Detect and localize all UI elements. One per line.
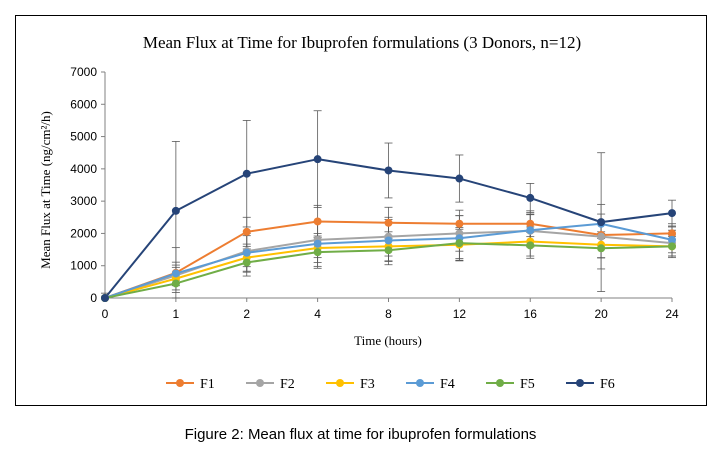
data-point-F5 <box>668 242 676 251</box>
x-tick-label: 12 <box>453 307 467 321</box>
legend-swatch-marker <box>416 379 424 387</box>
chart-title: Mean Flux at Time for Ibuprofen formulat… <box>143 33 581 52</box>
data-point-F6 <box>171 206 180 215</box>
data-point-F4 <box>526 226 535 235</box>
data-point-F5 <box>455 239 464 248</box>
x-tick-label: 0 <box>102 307 109 321</box>
data-point-F1 <box>455 219 464 228</box>
legend-item-F1: F1 <box>166 377 215 392</box>
y-tick-label: 3000 <box>70 194 97 208</box>
data-point-F1 <box>384 218 393 227</box>
legend-label: F3 <box>360 377 375 392</box>
legend-swatch-marker <box>336 379 344 387</box>
y-tick-label: 5000 <box>70 130 97 144</box>
data-point-F5 <box>313 248 322 257</box>
x-tick-label: 4 <box>314 307 321 321</box>
data-point-F6 <box>668 209 676 218</box>
data-point-F6 <box>101 294 109 302</box>
legend-item-F3: F3 <box>326 377 375 392</box>
data-point-F4 <box>668 235 676 244</box>
data-point-F1 <box>526 219 535 228</box>
data-point-F6 <box>242 169 251 178</box>
data-point-F6 <box>313 155 322 164</box>
data-point-F5 <box>171 279 180 288</box>
legend-item-F6: F6 <box>566 377 615 392</box>
legend-label: F6 <box>600 377 615 392</box>
data-point-F6 <box>597 218 606 227</box>
legend: F1 F2 F3 F4 F5 F6 <box>166 377 615 392</box>
x-tick-label: 24 <box>665 307 679 321</box>
data-point-F6 <box>526 193 535 202</box>
data-point-F4 <box>384 236 393 245</box>
legend-label: F4 <box>440 377 455 392</box>
figure-caption: Figure 2: Mean flux at time for ibuprofe… <box>184 426 537 443</box>
x-axis-label: Time (hours) <box>354 333 422 348</box>
y-tick-label: 1000 <box>70 259 97 273</box>
legend-swatch-marker <box>496 379 504 387</box>
data-point-F1 <box>668 229 676 238</box>
data-point-F5 <box>384 246 393 255</box>
y-tick-label: 4000 <box>70 162 97 176</box>
data-point-F1 <box>242 227 251 236</box>
data-point-F5 <box>242 258 251 267</box>
chart-frame: Mean Flux at Time for Ibuprofen formulat… <box>15 15 707 406</box>
x-tick-label: 1 <box>173 307 180 321</box>
data-point-F6 <box>384 166 393 175</box>
y-tick-label: 2000 <box>70 226 97 240</box>
data-point-F5 <box>597 244 606 253</box>
data-point-F4 <box>313 239 322 248</box>
x-tick-label: 20 <box>594 307 608 321</box>
legend-swatch-marker <box>176 379 184 387</box>
chart: Mean Flux at Time for Ibuprofen formulat… <box>38 33 679 392</box>
x-tick-label: 8 <box>385 307 392 321</box>
legend-item-F4: F4 <box>406 377 455 392</box>
legend-item-F2: F2 <box>246 377 295 392</box>
legend-swatch-marker <box>256 379 264 387</box>
legend-label: F5 <box>520 377 535 392</box>
x-tick-label: 16 <box>524 307 538 321</box>
y-axis-label: Mean Flux at Time (ng/cm²/h) <box>38 111 53 269</box>
series-points <box>101 155 676 302</box>
data-point-F6 <box>455 174 464 183</box>
legend-label: F2 <box>280 377 295 392</box>
y-tick-label: 6000 <box>70 97 97 111</box>
data-point-F4 <box>242 248 251 257</box>
legend-label: F1 <box>200 377 215 392</box>
y-tick-label: 0 <box>90 291 97 305</box>
y-tick-label: 7000 <box>70 65 97 79</box>
legend-item-F5: F5 <box>486 377 535 392</box>
data-point-F2 <box>597 232 606 241</box>
legend-swatch-marker <box>576 379 584 387</box>
data-point-F4 <box>171 269 180 278</box>
data-point-F5 <box>526 241 535 250</box>
data-point-F1 <box>313 217 322 226</box>
x-tick-label: 2 <box>243 307 250 321</box>
